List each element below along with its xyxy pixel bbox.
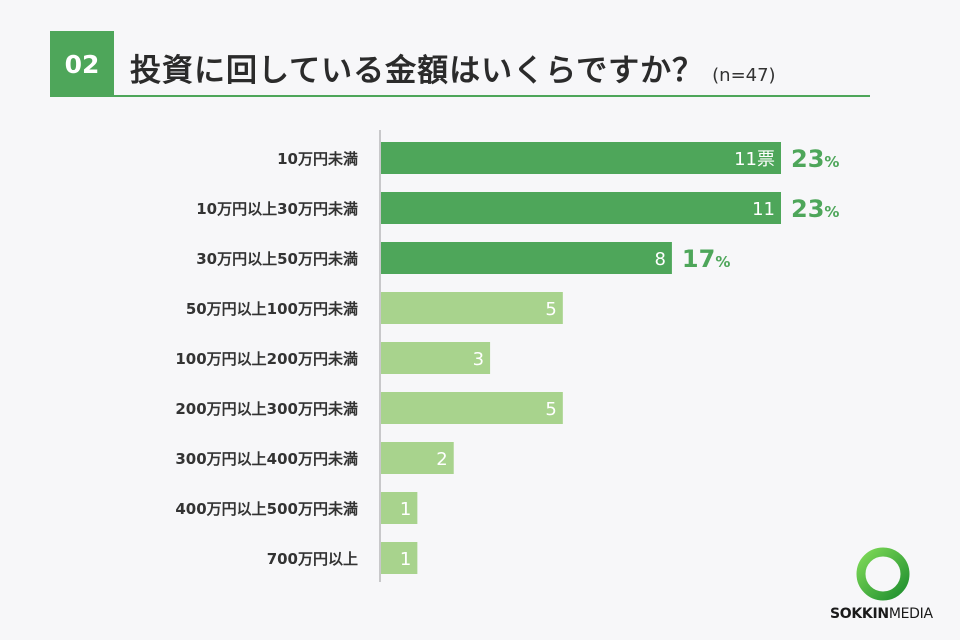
bar <box>381 192 781 224</box>
bar-value-label: 11 <box>752 199 775 220</box>
percent-unit: % <box>824 153 839 171</box>
bar-value-label: 3 <box>473 349 484 370</box>
bar-value-label: 8 <box>654 249 665 270</box>
bar <box>381 392 563 424</box>
bar-value-label: 11票 <box>734 149 775 170</box>
bar <box>381 442 454 474</box>
sokkin-media-logo: SOKKINMEDIA <box>830 544 933 630</box>
logo-ring-icon <box>856 547 910 601</box>
question-title-text: 投資に回している金額はいくらですか？ <box>130 53 705 89</box>
percent-unit: % <box>824 203 839 221</box>
question-header: 02 投資に回している金額はいくらですか？ (n=47) <box>50 31 870 97</box>
bar <box>381 492 418 524</box>
bar-value-label: 5 <box>545 399 556 420</box>
sample-size: (n=47) <box>712 65 776 86</box>
percent-label: 23% <box>791 195 839 223</box>
category-label: 50万円以上100万円未満 <box>186 300 358 318</box>
bar <box>381 142 781 174</box>
question-title: 投資に回している金額はいくらですか？ (n=47) <box>130 45 776 90</box>
category-label: 200万円以上300万円未満 <box>175 400 358 418</box>
category-label: 30万円以上50万円未満 <box>196 250 358 268</box>
percent-unit: % <box>715 253 730 271</box>
logo-brand-bold: SOKKIN <box>830 606 889 622</box>
bar <box>381 542 418 574</box>
bar-value-label: 2 <box>436 449 447 470</box>
bar <box>381 242 672 274</box>
logo-brand-light: MEDIA <box>888 606 933 622</box>
category-label: 10万円未満 <box>277 150 358 168</box>
percent-label: 23% <box>791 145 839 173</box>
category-label: 700万円以上 <box>267 550 358 568</box>
question-number-badge: 02 <box>50 31 114 97</box>
category-label: 100万円以上200万円未満 <box>175 350 358 368</box>
category-label: 10万円以上30万円未満 <box>196 200 358 218</box>
logo-wordmark: SOKKINMEDIA <box>830 606 933 622</box>
category-label: 400万円以上500万円未満 <box>175 500 358 518</box>
bar-value-label: 1 <box>400 549 411 570</box>
bar-value-label: 5 <box>545 299 556 320</box>
bar <box>381 342 491 374</box>
bar-value-label: 1 <box>400 499 411 520</box>
bar <box>381 292 563 324</box>
percent-label: 17% <box>682 245 730 273</box>
category-label: 300万円以上400万円未満 <box>175 450 358 468</box>
